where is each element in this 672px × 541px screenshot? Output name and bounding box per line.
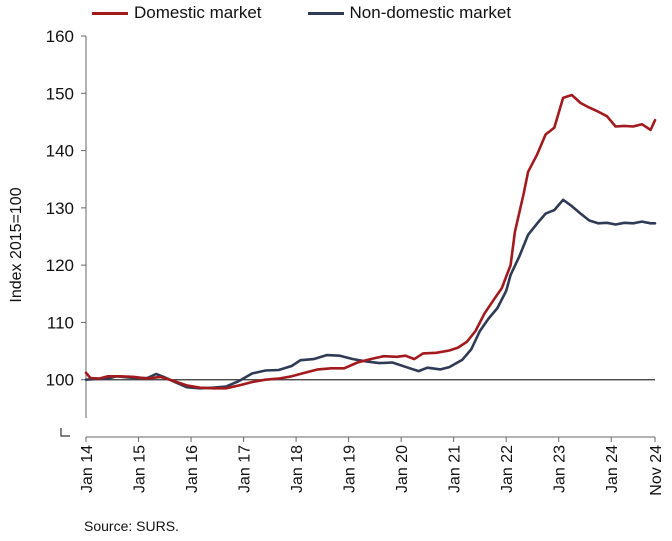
x-tick-label: Jan 21 [447, 445, 464, 493]
legend-label-nondomestic: Non-domestic market [349, 3, 512, 22]
chart-legend: Domestic market Non-domestic market [92, 3, 511, 23]
x-tick-label: Jan 14 [79, 445, 96, 493]
y-tick-label: 140 [46, 142, 74, 161]
x-tick-label: Jan 17 [237, 445, 254, 493]
y-tick-label: 110 [47, 313, 74, 332]
x-tick-label: Jan 16 [184, 445, 201, 493]
y-tick-label: 100 [46, 371, 74, 390]
x-tick-label: Nov 24 [648, 445, 665, 496]
source-note: Source: SURS. [84, 518, 179, 534]
y-tick-label: 160 [46, 27, 74, 46]
legend-swatch-domestic [92, 11, 128, 15]
x-tick-label: Jan 19 [342, 445, 359, 493]
y-axis-label: Index 2015=100 [8, 187, 25, 303]
legend-label-domestic: Domestic market [134, 3, 262, 22]
x-tick-label: Jan 15 [132, 445, 149, 493]
y-tick-label: 150 [46, 84, 74, 103]
series-line-domestic [84, 93, 657, 390]
legend-item-nondomestic: Non-domestic market [307, 3, 512, 23]
x-tick-label: Jan 18 [289, 445, 306, 493]
y-axis-break-mark [60, 428, 70, 437]
x-tick-label: Jan 23 [552, 445, 569, 493]
chart-axes: 100 110 120 130 140 150 160 Jan 14 Jan 15 Jan 16 J… [46, 27, 665, 496]
x-tick-label: Jan 22 [499, 445, 516, 493]
x-tick-label: Jan 24 [604, 445, 621, 493]
y-tick-label: 130 [46, 199, 74, 218]
legend-item-domestic: Domestic market [92, 3, 262, 23]
series-line-nondomestic [84, 198, 657, 390]
legend-swatch-nondomestic [307, 11, 344, 15]
y-tick-label: 120 [46, 256, 74, 275]
x-tick-label: Jan 20 [394, 445, 411, 493]
chart-series-group [84, 93, 657, 390]
